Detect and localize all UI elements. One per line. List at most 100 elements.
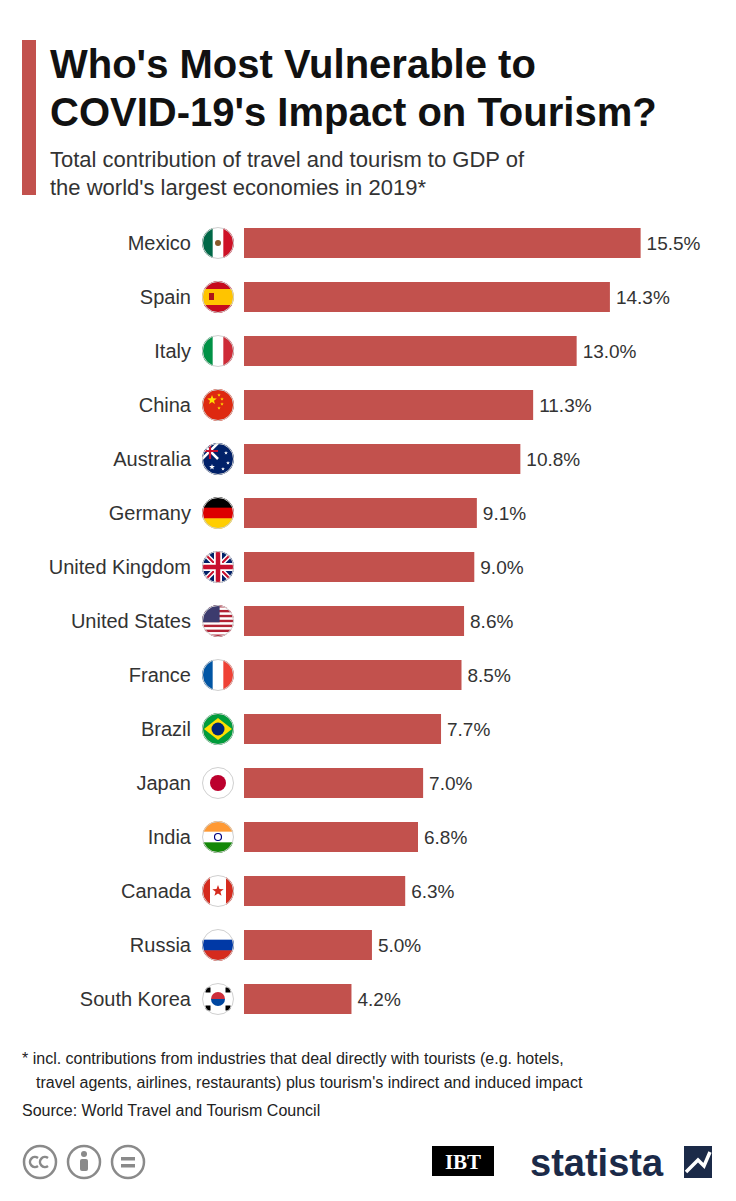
flag <box>202 389 234 421</box>
data-label: 6.3% <box>411 881 454 902</box>
flag-field <box>202 713 234 745</box>
chart-root: Who's Most Vulnerable toCOVID-19's Impac… <box>0 0 736 1201</box>
data-label: 5.0% <box>378 935 421 956</box>
category-label: Mexico <box>128 232 191 254</box>
flag <box>202 497 234 530</box>
flag-outline <box>203 552 234 583</box>
flag-star <box>207 395 217 404</box>
flag <box>202 767 234 799</box>
flag <box>202 605 234 638</box>
subtitle: the world's largest economies in 2019* <box>50 175 426 200</box>
flag-outline <box>203 714 234 745</box>
logo-statista-icon <box>684 1146 712 1178</box>
category-label: United States <box>71 610 191 632</box>
flag-field <box>202 767 234 799</box>
flag-outline <box>203 444 234 475</box>
flag-wheel <box>215 834 222 841</box>
data-label: 11.3% <box>539 395 592 416</box>
flag-disc <box>210 775 226 791</box>
flag-stripe <box>202 940 234 951</box>
license-icon <box>24 1146 56 1178</box>
data-label: 13.0% <box>583 341 637 362</box>
flag-outline <box>203 768 234 799</box>
bar <box>244 282 610 312</box>
title: Who's Most Vulnerable to <box>50 42 536 86</box>
data-label: 10.8% <box>526 449 580 470</box>
logo-ibt: IBT <box>445 1150 481 1174</box>
flag-cross <box>202 551 234 583</box>
flag-star <box>224 451 228 455</box>
flag-diamond <box>204 718 232 740</box>
logo-statista-icon <box>686 1152 710 1172</box>
category-label: India <box>148 826 192 848</box>
bar <box>244 228 641 258</box>
flag <box>202 659 235 691</box>
data-label: 9.0% <box>480 557 523 578</box>
bar <box>244 930 372 960</box>
flag-star <box>221 467 225 471</box>
bar <box>244 660 462 690</box>
flag-star <box>226 461 230 465</box>
category-label: Spain <box>140 286 191 308</box>
flag-field <box>202 983 234 1015</box>
flag-star <box>220 402 223 405</box>
title: COVID-19's Impact on Tourism? <box>50 90 657 134</box>
flag-stripe <box>202 875 211 907</box>
license-icon-nd <box>121 1164 135 1168</box>
data-label: 9.1% <box>483 503 526 524</box>
bar <box>244 336 577 366</box>
category-label: Canada <box>121 880 192 902</box>
flag-stripe <box>202 508 234 519</box>
flag-globe <box>212 723 225 736</box>
category-label: Russia <box>130 934 192 956</box>
flag-stripe <box>202 832 234 843</box>
source: Source: World Travel and Tourism Council <box>22 1102 320 1119</box>
flag <box>202 335 235 367</box>
footnote: travel agents, airlines, restaurants) pl… <box>36 1074 583 1091</box>
category-label: China <box>139 394 192 416</box>
bars <box>244 228 641 1014</box>
data-label: 8.5% <box>468 665 511 686</box>
flag-cross <box>202 551 234 583</box>
flag-star <box>212 885 223 896</box>
license-icon-by <box>81 1151 87 1157</box>
flag-outline <box>203 822 234 853</box>
license-icon-nd <box>121 1157 135 1161</box>
flag-field <box>202 389 234 421</box>
bar <box>244 714 441 744</box>
license-icon-cc <box>40 1157 48 1167</box>
bar <box>244 822 418 852</box>
bar <box>244 390 533 420</box>
flag-stripe <box>202 289 234 306</box>
category-label: United Kingdom <box>49 556 191 578</box>
flag-outline <box>203 336 234 367</box>
flag <box>202 983 234 1015</box>
category-label: South Korea <box>80 988 192 1010</box>
bar <box>244 876 405 906</box>
flag-outline <box>203 930 234 961</box>
data-label: 7.0% <box>429 773 472 794</box>
category-label: Italy <box>154 340 191 362</box>
logo-box <box>432 1146 494 1176</box>
flag-outline <box>203 660 234 691</box>
flag <box>202 281 234 314</box>
license-icon-by <box>80 1159 88 1171</box>
flag-stripe <box>202 281 234 290</box>
flag-stripe <box>213 335 224 367</box>
flag-star <box>217 393 220 396</box>
flag-taeguk <box>211 999 225 1006</box>
flag <box>202 821 234 854</box>
flag-emblem <box>215 240 221 246</box>
bar <box>244 552 474 582</box>
flag-star <box>217 406 220 409</box>
flag-outline <box>203 282 234 313</box>
data-label: 14.3% <box>616 287 670 308</box>
flag-taeguk <box>211 992 225 999</box>
category-label: France <box>129 664 191 686</box>
data-label: 7.7% <box>447 719 490 740</box>
flag-outline <box>203 606 234 637</box>
flag-cross <box>202 551 234 583</box>
bar <box>244 984 351 1014</box>
flag-field <box>202 551 234 583</box>
subtitle: Total contribution of travel and tourism… <box>50 147 525 172</box>
